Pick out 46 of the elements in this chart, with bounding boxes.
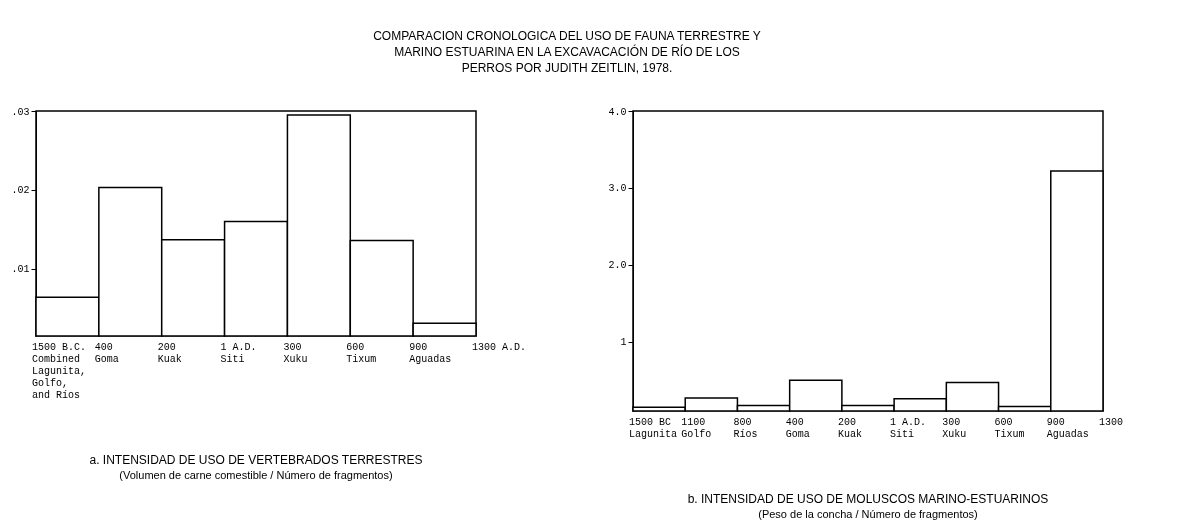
x-tick-label: Golfo xyxy=(681,429,712,440)
x-tick-label: Siti xyxy=(890,429,915,440)
x-tick-label: Kuak xyxy=(837,429,862,440)
text: a. INTENSIDAD DE USO DE VERTEBRADOS TERRESTRES xyxy=(89,453,423,467)
text: 1100 xyxy=(681,417,706,428)
x-tick-label: Goma xyxy=(94,354,119,365)
y-tick-label: .03 xyxy=(11,106,30,118)
x-tick-label: Tixum xyxy=(346,354,377,365)
x-tick-label: Xuku xyxy=(283,354,308,365)
text: 800 xyxy=(733,417,752,428)
x-tick-label: Ríos xyxy=(733,429,758,440)
text: 400 xyxy=(785,417,804,428)
y-tick-label: .01 xyxy=(11,264,30,276)
text: 900 xyxy=(1046,417,1065,428)
x-tick-label: Lagunita xyxy=(629,429,678,440)
text: b. INTENSIDAD DE USO DE MOLUSCOS MARINO-ESTUARINOS xyxy=(687,492,1049,506)
y-tick-label: 4.0 xyxy=(608,106,627,118)
y-tick-label: 1 xyxy=(620,337,627,349)
text: 200 xyxy=(837,417,856,428)
text: 1300 A.D. xyxy=(472,342,527,353)
x-tick-label: Tixum xyxy=(994,429,1025,440)
x-tick-label: Aguadas xyxy=(1046,429,1089,440)
x-tick-label: Xuku xyxy=(942,429,967,440)
text: 400 xyxy=(94,342,113,353)
text: 600 xyxy=(346,342,365,353)
text: 1300 xyxy=(1099,417,1124,428)
text: 900 xyxy=(409,342,428,353)
y-tick-label: 2.0 xyxy=(608,260,627,272)
text: 1500 B.C. xyxy=(32,342,87,353)
text: 300 xyxy=(283,342,302,353)
text: 1 A.D. xyxy=(890,417,927,428)
text: 1500 BC xyxy=(629,417,672,428)
text: 1 A.D. xyxy=(220,342,257,353)
x-tick-label: Goma xyxy=(785,429,810,440)
x-tick-label: Combined Lagunita, Golfo, and Ríos xyxy=(32,354,87,401)
y-tick-label: .02 xyxy=(11,185,30,197)
text: 200 xyxy=(157,342,176,353)
text: (Volumen de carne comestible / Número de fragmentos) xyxy=(119,469,393,481)
y-tick-label: 3.0 xyxy=(608,183,627,195)
text: (Peso de la concha / Número de fragmentos) xyxy=(758,508,978,520)
x-tick-label: Aguadas xyxy=(409,354,452,365)
x-tick-label: Kuak xyxy=(157,354,182,365)
text: 300 xyxy=(942,417,961,428)
text: 600 xyxy=(994,417,1013,428)
x-tick-label: Siti xyxy=(220,354,245,365)
text: COMPARACION CRONOLOGICA DEL USO DE FAUNA TERRESTRE Y MARINO ESTUARINA EN LA EXCAVACACIÓN DE RÍO DE LOS PERROS POR JUDITH ZEITLIN, 1978. xyxy=(373,29,761,76)
